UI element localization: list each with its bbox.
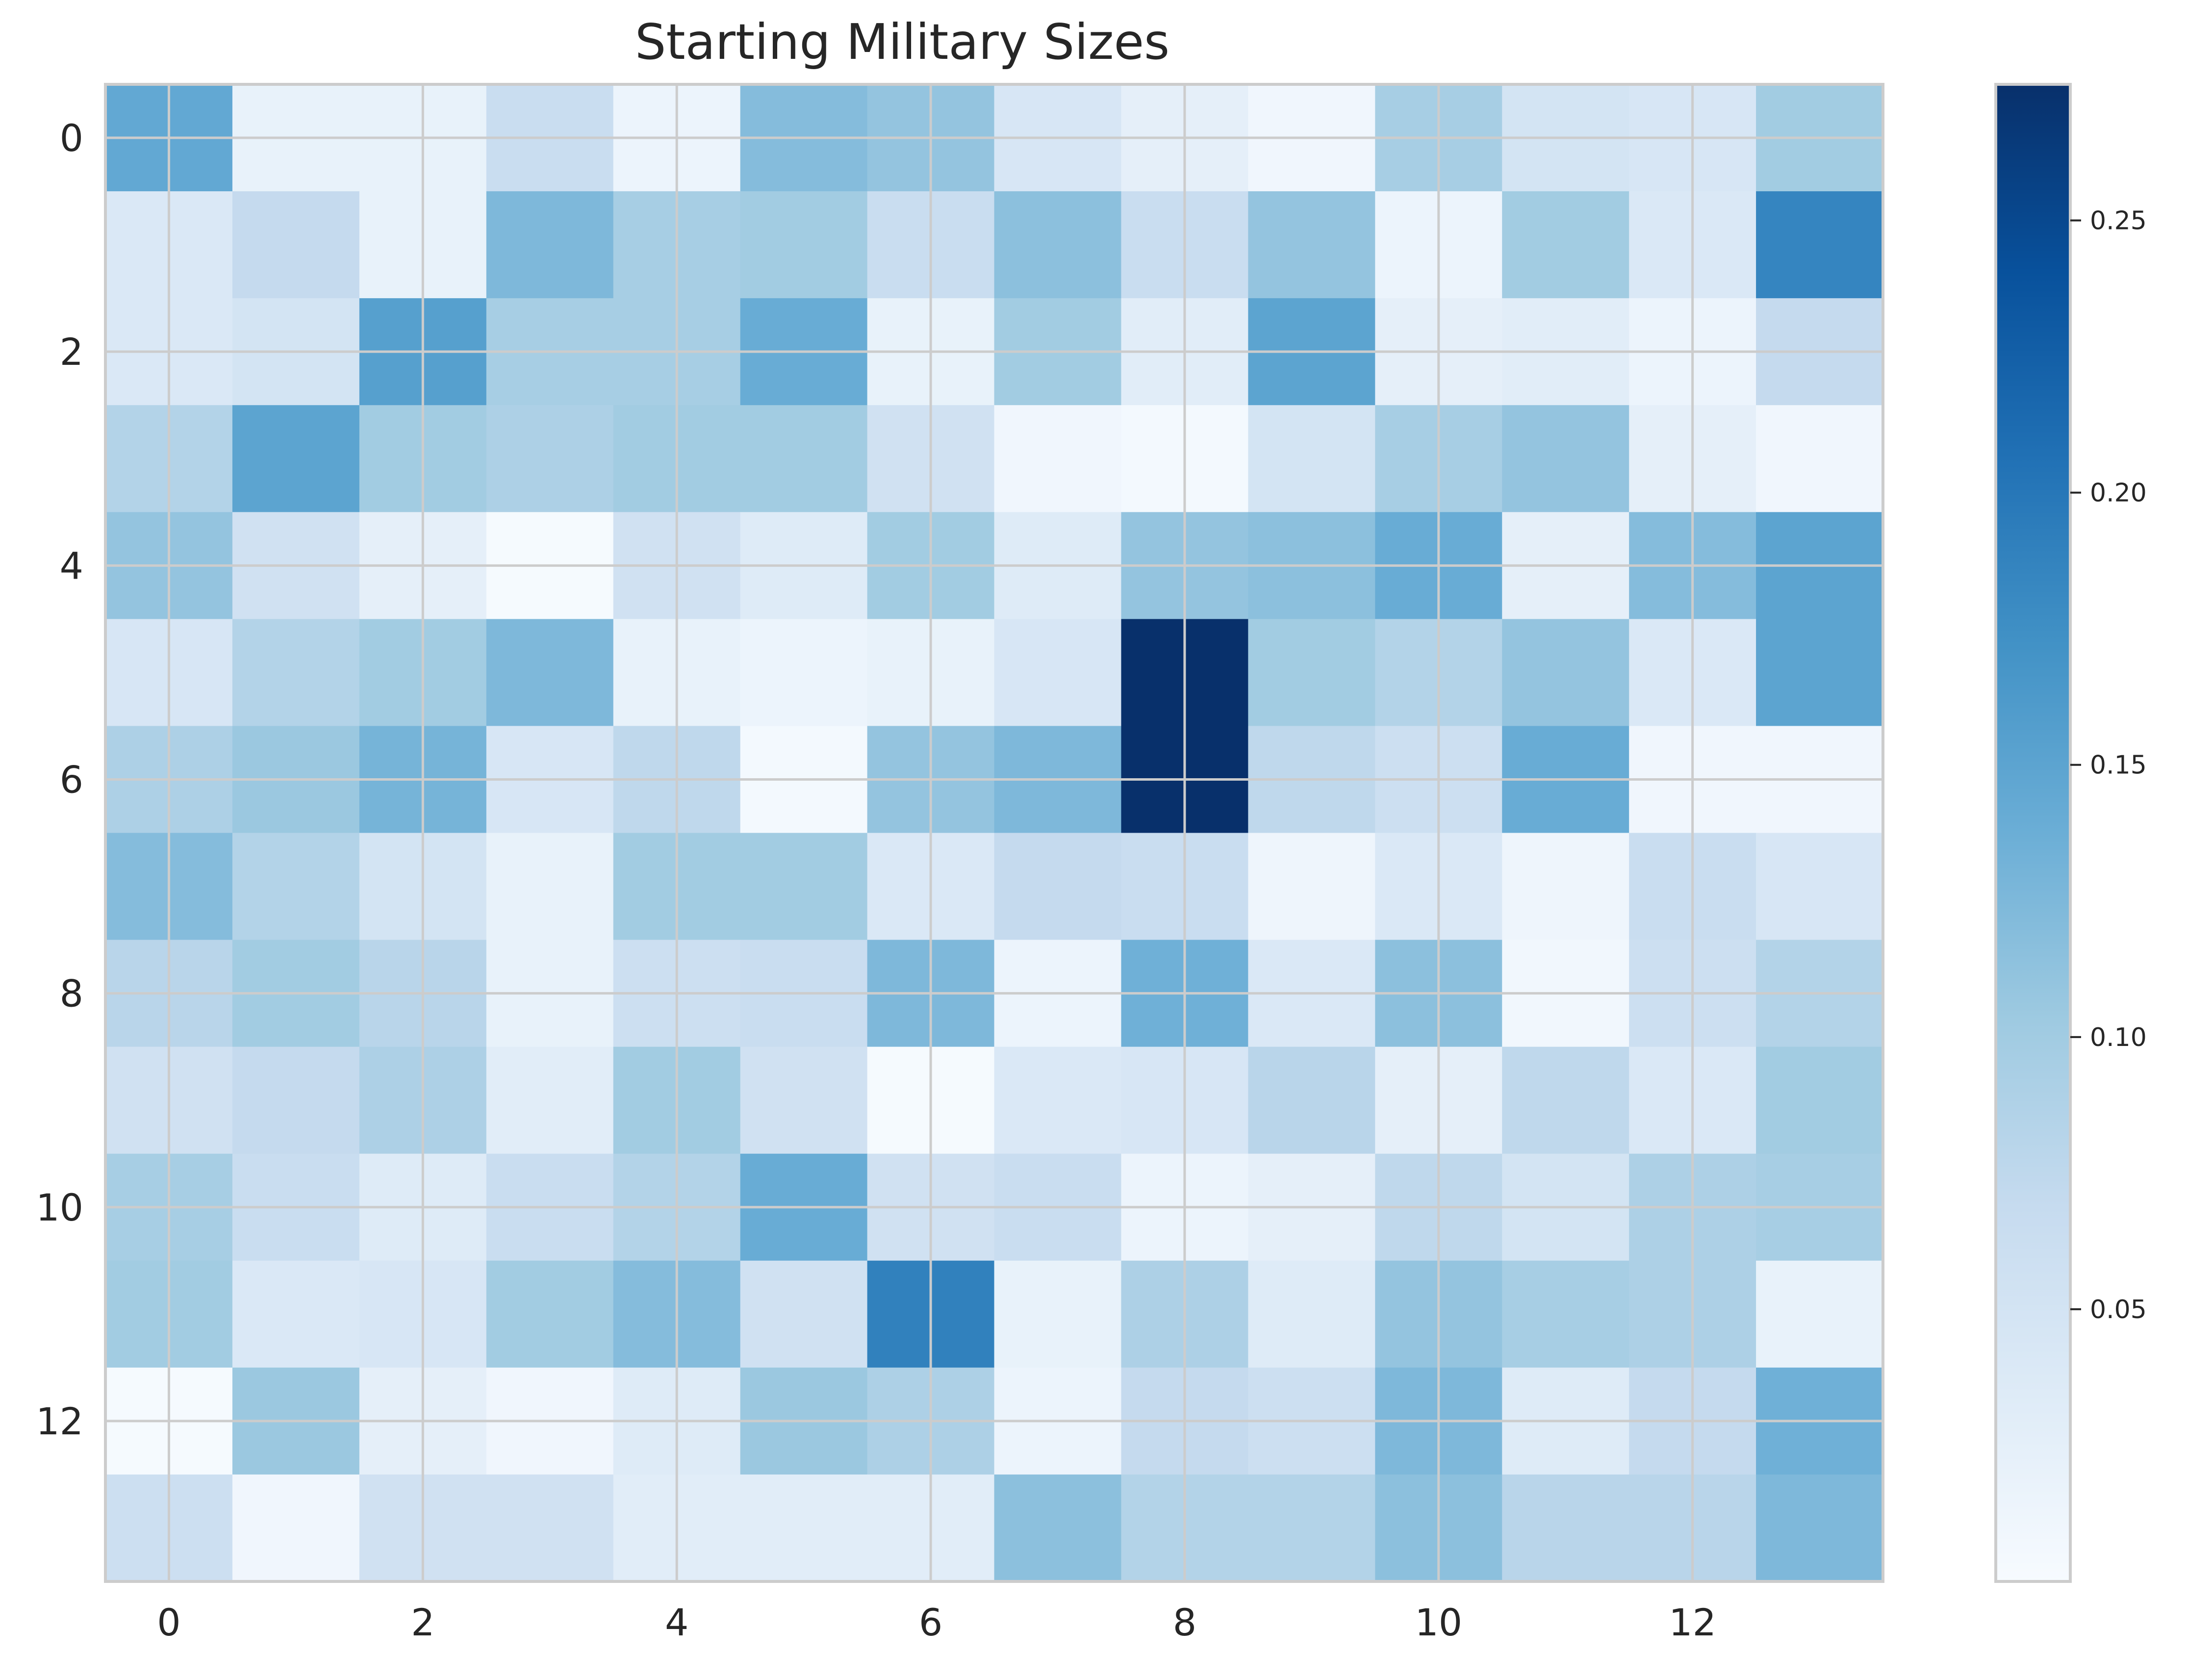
heatmap-cell-r3-c1 xyxy=(232,405,360,512)
heatmap-cell-r1-c11 xyxy=(1502,191,1629,299)
heatmap-cells xyxy=(105,84,1883,1582)
heatmap-cell-r11-c7 xyxy=(994,1260,1122,1368)
x-tick-label: 4 xyxy=(665,1601,688,1644)
heatmap-cell-r7-c7 xyxy=(994,833,1122,941)
plot-frame xyxy=(104,83,1884,1583)
x-tick-label: 12 xyxy=(1669,1601,1716,1644)
heatmap-cell-r13-c7 xyxy=(994,1474,1122,1582)
x-tick-label: 8 xyxy=(1173,1601,1196,1644)
heatmap-cell-r9-c1 xyxy=(232,1046,360,1154)
heatmap-cell-r5-c7 xyxy=(994,619,1122,727)
heatmap-cell-r1-c7 xyxy=(994,191,1122,299)
heatmap-cell-r3-c11 xyxy=(1502,405,1629,512)
heatmap-cell-r11-c5 xyxy=(740,1260,868,1368)
heatmap-cell-r7-c13 xyxy=(1756,833,1883,941)
heatmap-cell-r11-c13 xyxy=(1756,1260,1883,1368)
heatmap-cell-r1-c3 xyxy=(486,191,614,299)
y-tick-label: 2 xyxy=(60,330,83,374)
heatmap-cell-r3-c7 xyxy=(994,405,1122,512)
heatmap-cell-r13-c5 xyxy=(740,1474,868,1582)
heatmap-cell-r11-c9 xyxy=(1248,1260,1375,1368)
x-tick-label: 6 xyxy=(919,1601,942,1644)
colorbar-ticks: 0.05 0.10 0.15 0.20 0.25 xyxy=(2070,206,2147,1324)
heatmap-cell-r9-c3 xyxy=(486,1046,614,1154)
y-tick-label: 12 xyxy=(36,1400,83,1443)
y-axis-ticks: 0 2 4 6 8 10 12 xyxy=(36,116,83,1443)
heatmap-cell-r11-c3 xyxy=(486,1260,614,1368)
x-tick-label: 10 xyxy=(1415,1601,1462,1644)
heatmap-cell-r7-c11 xyxy=(1502,833,1629,941)
heatmap-cell-r9-c7 xyxy=(994,1046,1122,1154)
chart-title: Starting Military Sizes xyxy=(635,13,1170,71)
heatmap-cell-r7-c1 xyxy=(232,833,360,941)
colorbar: 0.05 0.10 0.15 0.20 0.25 xyxy=(1994,83,2147,1583)
heatmap-cell-r5-c3 xyxy=(486,619,614,727)
heatmap-cell-r1-c1 xyxy=(232,191,360,299)
heatmap-cell-r5-c11 xyxy=(1502,619,1629,727)
colorbar-gradient xyxy=(1996,84,2070,1581)
gridlines xyxy=(105,84,1883,1581)
heatmap-cell-r1-c13 xyxy=(1756,191,1883,299)
colorbar-tick-label: 0.10 xyxy=(2090,1023,2147,1052)
y-tick-label: 10 xyxy=(36,1186,83,1229)
colorbar-tick-label: 0.15 xyxy=(2090,751,2147,780)
colorbar-frame xyxy=(1994,83,2072,1583)
x-axis-ticks: 0 2 4 6 8 10 12 xyxy=(157,1601,1716,1644)
heatmap-cell-r9-c13 xyxy=(1756,1046,1883,1154)
heatmap-cell-r11-c1 xyxy=(232,1260,360,1368)
heatmap-cell-r9-c5 xyxy=(740,1046,868,1154)
heatmap-cell-r13-c13 xyxy=(1756,1474,1883,1582)
heatmap-cell-r11-c11 xyxy=(1502,1260,1629,1368)
heatmap-cell-r7-c5 xyxy=(740,833,868,941)
heatmap-cell-r13-c3 xyxy=(486,1474,614,1582)
heatmap-cell-r3-c13 xyxy=(1756,405,1883,512)
y-tick-label: 6 xyxy=(60,758,83,801)
heatmap-cell-r5-c1 xyxy=(232,619,360,727)
heatmap-cell-r9-c9 xyxy=(1248,1046,1375,1154)
heatmap-cell-r1-c9 xyxy=(1248,191,1375,299)
heatmap-cell-r13-c9 xyxy=(1248,1474,1375,1582)
x-tick-label: 0 xyxy=(157,1601,180,1644)
heatmap-cell-r7-c3 xyxy=(486,833,614,941)
heatmap-cell-r3-c3 xyxy=(486,405,614,512)
heatmap-cell-r3-c9 xyxy=(1248,405,1375,512)
colorbar-tick-label: 0.20 xyxy=(2090,479,2147,508)
heatmap-cell-r13-c1 xyxy=(232,1474,360,1582)
heatmap-cell-r9-c11 xyxy=(1502,1046,1629,1154)
x-tick-label: 2 xyxy=(411,1601,434,1644)
colorbar-tick-label: 0.05 xyxy=(2090,1295,2147,1324)
heatmap-cell-r5-c5 xyxy=(740,619,868,727)
heatmap-cell-r3-c5 xyxy=(740,405,868,512)
heatmap-cell-r7-c9 xyxy=(1248,833,1375,941)
heatmap-cell-r5-c9 xyxy=(1248,619,1375,727)
y-tick-label: 0 xyxy=(60,116,83,160)
heatmap-cell-r1-c5 xyxy=(740,191,868,299)
colorbar-tick-label: 0.25 xyxy=(2090,206,2147,236)
heatmap-cell-r13-c11 xyxy=(1502,1474,1629,1582)
y-tick-label: 8 xyxy=(60,972,83,1016)
heatmap-cell-r5-c13 xyxy=(1756,619,1883,727)
y-tick-label: 4 xyxy=(60,544,83,587)
